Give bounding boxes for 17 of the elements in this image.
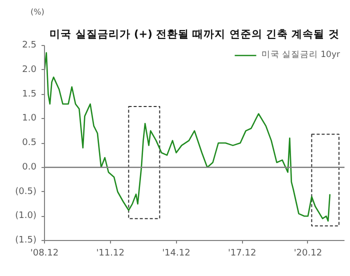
y-tick-label: (0.5) xyxy=(15,186,37,197)
x-tick-label: '11.12 xyxy=(96,248,124,258)
x-tick-label: '20.12 xyxy=(294,248,322,258)
y-axis-title: (%) xyxy=(30,8,44,16)
y-tick-label: (1.0) xyxy=(15,211,37,222)
y-tick-label: 1.5 xyxy=(22,89,37,100)
x-tick-label: '08.12 xyxy=(30,248,59,258)
x-tick-label: '14.12 xyxy=(162,248,190,258)
x-tick-label: '17.12 xyxy=(228,248,256,258)
legend-label: 미국 실질금리 10yr xyxy=(261,49,340,61)
y-tick-label: 0.5 xyxy=(22,138,37,148)
chart-title: 미국 실질금리가 (+) 전환될 때까지 연준의 긴축 계속될 것 xyxy=(50,28,340,40)
y-tick-label: 1.0 xyxy=(22,114,37,124)
y-tick-label: (1.5) xyxy=(15,236,37,246)
y-tick-label: 2.5 xyxy=(22,40,37,50)
y-tick-label: 0.0 xyxy=(22,162,37,172)
y-tick-label: 2.0 xyxy=(22,64,37,75)
